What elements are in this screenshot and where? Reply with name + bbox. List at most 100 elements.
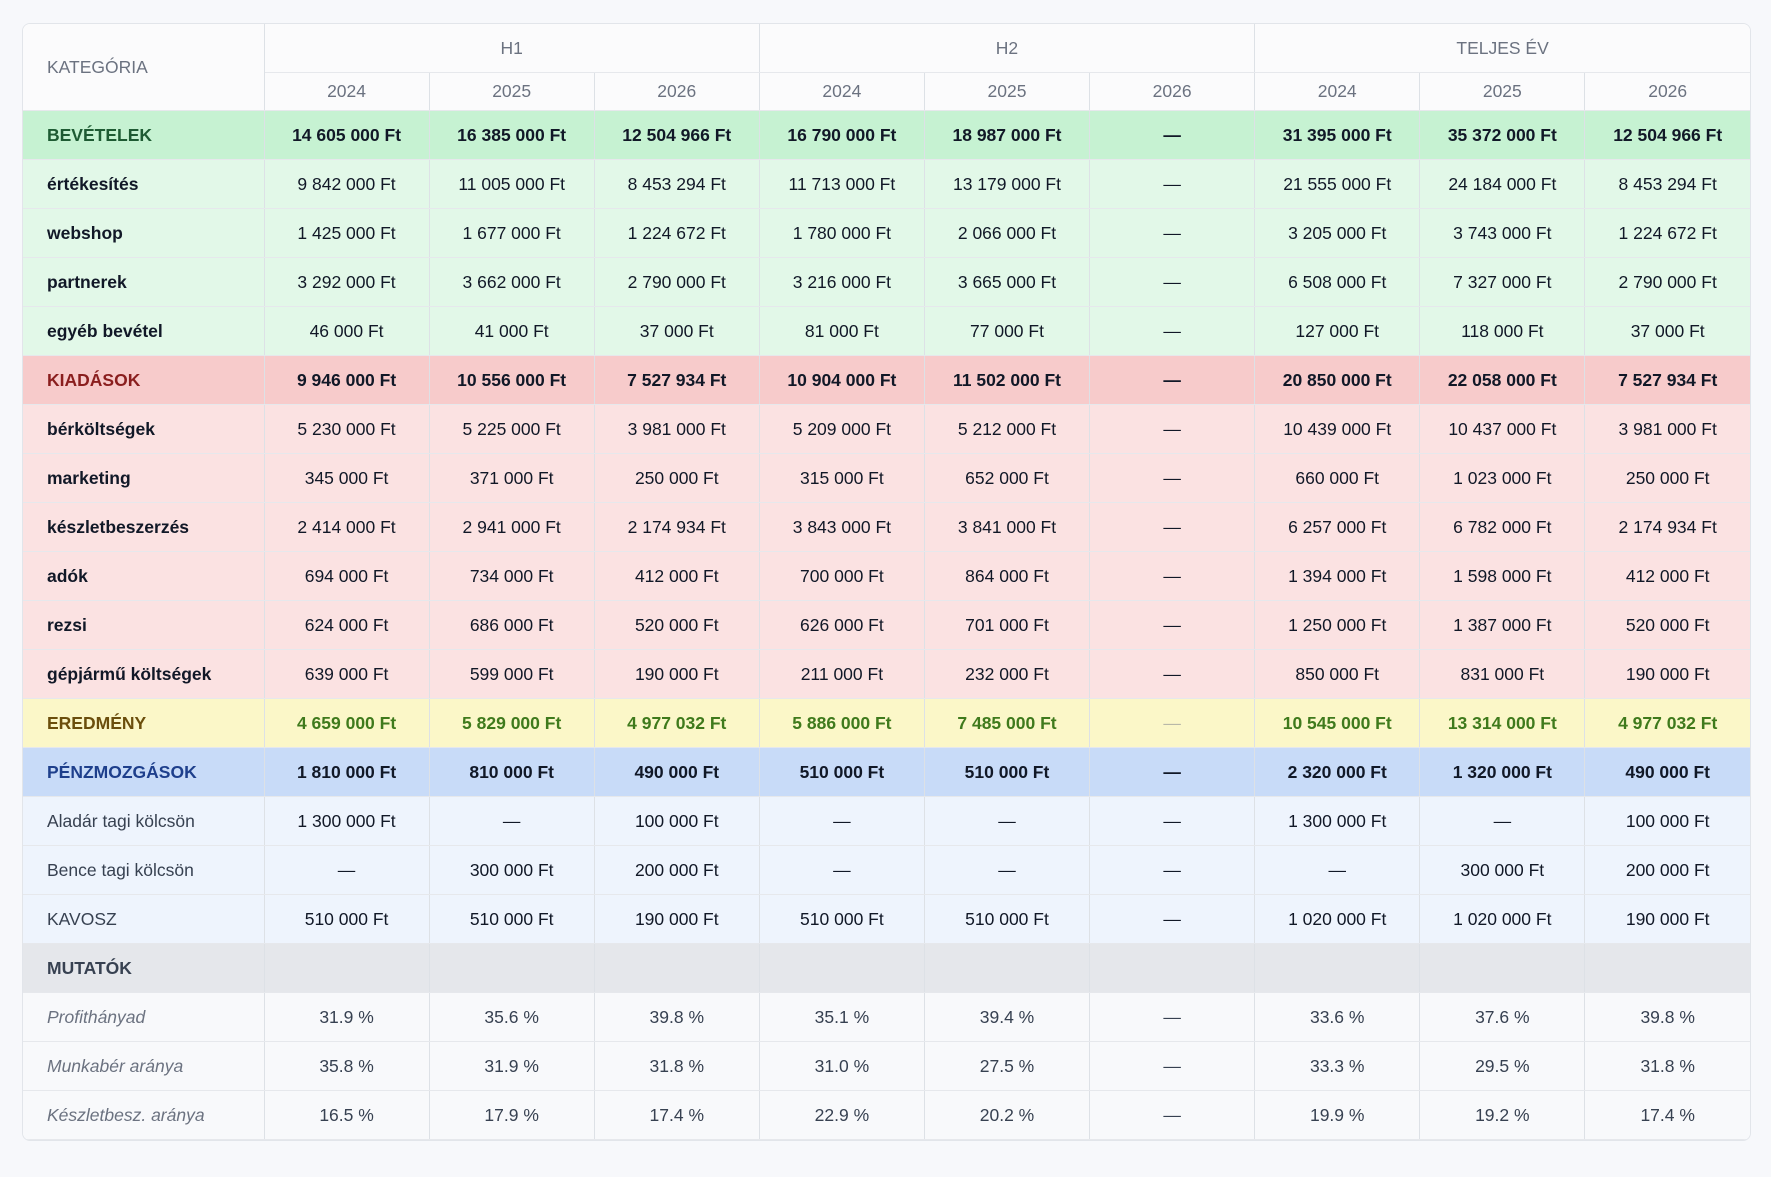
table-cell: —	[429, 796, 595, 846]
table-cell: 7 527 934 Ft	[1584, 355, 1750, 405]
table-cell: 190 000 Ft	[1584, 649, 1750, 699]
table-cell: 20.2 %	[924, 1090, 1091, 1140]
table-cell: 1 250 000 Ft	[1254, 600, 1421, 650]
table-cell: 17.4 %	[1584, 1090, 1750, 1140]
table-cell: 14 605 000 Ft	[264, 110, 430, 160]
table-cell: 6 257 000 Ft	[1254, 502, 1421, 552]
table-cell: 3 981 000 Ft	[594, 404, 760, 454]
table-cell: 24 184 000 Ft	[1419, 159, 1586, 209]
table-cell: 652 000 Ft	[924, 453, 1091, 503]
table-row: bérköltségek 5 230 000 Ft 5 225 000 Ft 3 98…	[23, 404, 1750, 454]
table-cell: 39.8 %	[594, 992, 760, 1042]
table-cell: —	[1089, 600, 1256, 650]
table-cell: 31.9 %	[429, 1041, 595, 1091]
table-cell: 11 502 000 Ft	[924, 355, 1091, 405]
table-cell: 3 843 000 Ft	[759, 502, 925, 552]
table-cell: 31 395 000 Ft	[1254, 110, 1421, 160]
table-cell: 127 000 Ft	[1254, 306, 1421, 356]
table-cell: 2 174 934 Ft	[1584, 502, 1750, 552]
table-cell: 37.6 %	[1419, 992, 1586, 1042]
table-cell: 686 000 Ft	[429, 600, 595, 650]
table-row: egyéb bevétel 46 000 Ft 41 000 Ft 37 000 Ft…	[23, 306, 1750, 356]
table-cell: 5 829 000 Ft	[429, 698, 595, 748]
table-cell: 10 545 000 Ft	[1254, 698, 1421, 748]
table-cell: 6 782 000 Ft	[1419, 502, 1586, 552]
table-cell: —	[1089, 257, 1256, 307]
table-cell: —	[924, 796, 1091, 846]
table-cell: 624 000 Ft	[264, 600, 430, 650]
table-cell: 37 000 Ft	[1584, 306, 1750, 356]
table-cell: —	[1089, 1041, 1256, 1091]
table-cell: 1 300 000 Ft	[1254, 796, 1421, 846]
table-cell: 77 000 Ft	[924, 306, 1091, 356]
table-cell: 1 780 000 Ft	[759, 208, 925, 258]
table-cell	[594, 943, 760, 993]
table-cell: 1 425 000 Ft	[264, 208, 430, 258]
table-row: Aladár tagi kölcsön 1 300 000 Ft —100 000 …	[23, 796, 1750, 846]
category-column-header[interactable]: KATEGÓRIA	[23, 24, 265, 111]
year-header[interactable]: 2026	[594, 72, 760, 111]
table-cell: 190 000 Ft	[594, 894, 760, 944]
group-header-h2: H2	[759, 24, 1256, 73]
year-header[interactable]: 2026	[1089, 72, 1256, 111]
table-cell: 2 414 000 Ft	[264, 502, 430, 552]
year-header[interactable]: 2026	[1584, 72, 1750, 111]
table-cell: 3 205 000 Ft	[1254, 208, 1421, 258]
table-cell: 250 000 Ft	[594, 453, 760, 503]
table-cell: 2 066 000 Ft	[924, 208, 1091, 258]
table-cell: —	[1089, 306, 1256, 356]
table-cell: 1 320 000 Ft	[1419, 747, 1586, 797]
table-cell: 35.1 %	[759, 992, 925, 1042]
row-label: értékesítés	[23, 159, 265, 209]
year-header[interactable]: 2024	[264, 72, 430, 111]
table-cell: —	[1089, 110, 1256, 160]
table-cell: 3 216 000 Ft	[759, 257, 925, 307]
table-cell: 599 000 Ft	[429, 649, 595, 699]
table-cell: 1 394 000 Ft	[1254, 551, 1421, 601]
row-label: Profithányad	[23, 992, 265, 1042]
year-header[interactable]: 2024	[759, 72, 925, 111]
table-cell: 18 987 000 Ft	[924, 110, 1091, 160]
row-label: BEVÉTELEK	[23, 110, 265, 160]
table-cell: 660 000 Ft	[1254, 453, 1421, 503]
table-header: KATEGÓRIA H1 H2 TELJES ÉV 2024 2025 2026…	[23, 24, 1750, 111]
table-cell: 46 000 Ft	[264, 306, 430, 356]
table-row: Bence tagi kölcsön —300 000 Ft 200 000 Ft —…	[23, 845, 1750, 895]
row-label: Munkabér aránya	[23, 1041, 265, 1091]
table-cell: 1 387 000 Ft	[1419, 600, 1586, 650]
table-cell: —	[1089, 208, 1256, 258]
table-cell: —	[1089, 894, 1256, 944]
table-cell: —	[1089, 404, 1256, 454]
year-header[interactable]: 2025	[924, 72, 1091, 111]
year-header[interactable]: 2024	[1254, 72, 1421, 111]
table-cell: 1 224 672 Ft	[594, 208, 760, 258]
table-cell: 19.2 %	[1419, 1090, 1586, 1140]
table-cell: 520 000 Ft	[1584, 600, 1750, 650]
table-cell: 190 000 Ft	[594, 649, 760, 699]
table-cell: 3 743 000 Ft	[1419, 208, 1586, 258]
year-header[interactable]: 2025	[1419, 72, 1586, 111]
table-cell	[1254, 943, 1421, 993]
row-label: adók	[23, 551, 265, 601]
table-cell: 10 556 000 Ft	[429, 355, 595, 405]
table-cell: —	[1089, 551, 1256, 601]
table-cell: 17.9 %	[429, 1090, 595, 1140]
table-cell: 33.6 %	[1254, 992, 1421, 1042]
table-cell: 626 000 Ft	[759, 600, 925, 650]
table-cell: 9 946 000 Ft	[264, 355, 430, 405]
table-cell: 81 000 Ft	[759, 306, 925, 356]
table-cell: 300 000 Ft	[429, 845, 595, 895]
table-cell: 118 000 Ft	[1419, 306, 1586, 356]
row-label: webshop	[23, 208, 265, 258]
section-header-row: BEVÉTELEK 14 605 000 Ft 16 385 000 Ft 12 50…	[23, 110, 1750, 160]
row-label: készletbeszerzés	[23, 502, 265, 552]
table-cell: —	[1089, 796, 1256, 846]
section-header-row: PÉNZMOZGÁSOK 1 810 000 Ft 810 000 Ft 490 00…	[23, 747, 1750, 797]
table-cell: —	[1089, 453, 1256, 503]
table-cell: —	[1089, 992, 1256, 1042]
table-cell: 510 000 Ft	[429, 894, 595, 944]
year-header[interactable]: 2025	[429, 72, 595, 111]
row-label: KIADÁSOK	[23, 355, 265, 405]
table-cell: 639 000 Ft	[264, 649, 430, 699]
table-cell: 4 977 032 Ft	[594, 698, 760, 748]
